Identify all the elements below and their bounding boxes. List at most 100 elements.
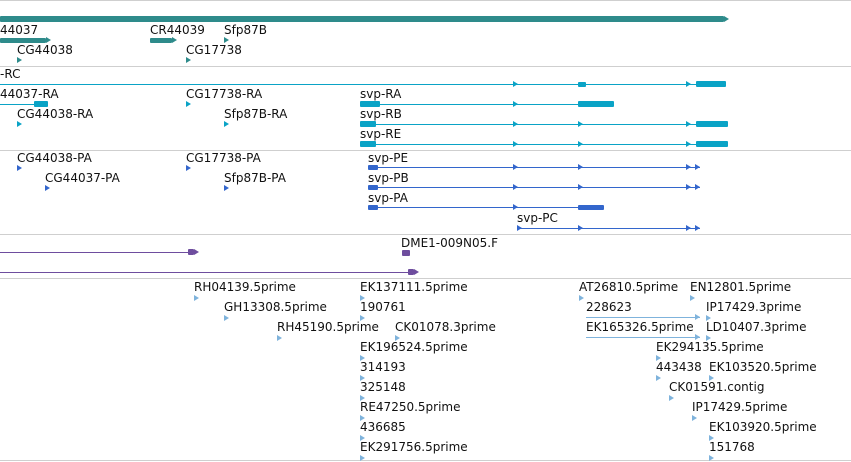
protein-arrow[interactable]: [45, 185, 50, 191]
protein-line[interactable]: [368, 207, 604, 208]
protein-label[interactable]: CG17738-PA: [186, 151, 261, 165]
transcript-label[interactable]: 44037-RA: [0, 87, 59, 101]
protein-label[interactable]: svp-PC: [517, 211, 558, 225]
est-label[interactable]: EN12801.5prime: [690, 280, 792, 294]
est-label[interactable]: 443438: [656, 360, 702, 374]
protein-arrow[interactable]: [17, 165, 22, 171]
est-arrow[interactable]: [395, 335, 400, 341]
est-label[interactable]: IP17429.5prime: [692, 400, 788, 414]
protein-line[interactable]: [368, 187, 700, 188]
est-label[interactable]: 228623: [586, 300, 632, 314]
exon-arrow[interactable]: [186, 101, 191, 107]
exon-arrow[interactable]: [17, 121, 22, 127]
transcript-line[interactable]: [0, 104, 48, 105]
transcript-line[interactable]: [360, 124, 728, 125]
gene-label[interactable]: CG44038: [17, 43, 73, 57]
transcript-label[interactable]: svp-RE: [360, 127, 402, 141]
exon-bar: [34, 101, 48, 107]
protein-label[interactable]: svp-PE: [368, 151, 409, 165]
est-arrow[interactable]: [194, 295, 199, 301]
protein-label[interactable]: CG44037-PA: [45, 171, 120, 185]
est-label[interactable]: RH45190.5prime: [277, 320, 379, 334]
est-line[interactable]: [586, 317, 700, 318]
gene-label[interactable]: CG17738: [186, 43, 242, 57]
transcript-line[interactable]: [0, 84, 726, 85]
gene-feature-bar[interactable]: [150, 38, 172, 43]
est-arrow[interactable]: [224, 315, 229, 321]
protein-label[interactable]: svp-PA: [368, 191, 408, 205]
transcript-label[interactable]: CG17738-RA: [186, 87, 263, 101]
est-arrow[interactable]: [669, 395, 674, 401]
protein-line[interactable]: [368, 167, 700, 168]
est-label[interactable]: EK165326.5prime: [586, 320, 694, 334]
est-arrow[interactable]: [656, 355, 661, 361]
est-arrow[interactable]: [706, 335, 711, 341]
est-label[interactable]: 190761: [360, 300, 406, 314]
gene-feature-arrow[interactable]: [17, 57, 22, 63]
transcript-label[interactable]: CG44038-RA: [17, 107, 94, 121]
protein-label[interactable]: CG44038-PA: [17, 151, 92, 165]
est-arrow[interactable]: [706, 315, 711, 321]
est-label[interactable]: 325148: [360, 380, 406, 394]
est-arrow[interactable]: [360, 375, 365, 381]
protein-arrow[interactable]: [224, 185, 229, 191]
transcript-label[interactable]: Sfp87B-RA: [224, 107, 288, 121]
gene-feature-arrow[interactable]: [186, 57, 191, 63]
est-arrow[interactable]: [709, 375, 714, 381]
est-label[interactable]: EK103920.5prime: [709, 420, 817, 434]
est-arrow[interactable]: [709, 435, 714, 441]
est-label[interactable]: LD10407.3prime: [706, 320, 807, 334]
match-line[interactable]: [0, 272, 412, 273]
est-label[interactable]: 436685: [360, 420, 406, 434]
est-arrow[interactable]: [690, 295, 695, 301]
est-label[interactable]: AT26810.5prime: [579, 280, 679, 294]
est-arrow[interactable]: [360, 455, 365, 461]
transcript-label[interactable]: -RC: [0, 67, 21, 81]
match-label[interactable]: DME1-009N05.F: [401, 236, 499, 250]
est-arrow[interactable]: [360, 315, 365, 321]
match-line[interactable]: [0, 252, 194, 253]
gene-label[interactable]: Sfp87B: [224, 23, 267, 37]
est-label[interactable]: CK01591.contig: [669, 380, 765, 394]
est-label[interactable]: RE47250.5prime: [360, 400, 461, 414]
est-arrow[interactable]: [360, 295, 365, 301]
est-label[interactable]: CK01078.3prime: [395, 320, 496, 334]
est-label[interactable]: RH04139.5prime: [194, 280, 296, 294]
est-label[interactable]: GH13308.5prime: [224, 300, 327, 314]
protein-label[interactable]: Sfp87B-PA: [224, 171, 286, 185]
est-arrow[interactable]: [360, 355, 365, 361]
protein-arrow: [695, 164, 700, 170]
est-arrow[interactable]: [656, 375, 661, 381]
est-arrow[interactable]: [360, 435, 365, 441]
protein-line[interactable]: [517, 228, 700, 229]
est-label[interactable]: EK103520.5prime: [709, 360, 817, 374]
est-arrow[interactable]: [360, 395, 365, 401]
exon-arrow[interactable]: [224, 121, 229, 127]
est-label[interactable]: EK137111.5prime: [360, 280, 468, 294]
transcript-label[interactable]: svp-RB: [360, 107, 402, 121]
gene-label[interactable]: CR44039: [150, 23, 205, 37]
est-label[interactable]: EK291756.5prime: [360, 440, 468, 454]
est-arrow[interactable]: [277, 335, 282, 341]
est-label[interactable]: 314193: [360, 360, 406, 374]
est-label[interactable]: IP17429.3prime: [706, 300, 802, 314]
est-arrow[interactable]: [692, 415, 697, 421]
protein-arrow[interactable]: [186, 165, 191, 171]
exon-arrow: [686, 81, 691, 87]
transcript-line[interactable]: [360, 144, 728, 145]
transcript-line[interactable]: [360, 104, 614, 105]
est-arrow[interactable]: [579, 295, 584, 301]
transcript-label[interactable]: svp-RA: [360, 87, 402, 101]
track-separator: [0, 150, 851, 151]
est-label[interactable]: EK294135.5prime: [656, 340, 764, 354]
gene-span-bar[interactable]: [0, 16, 724, 22]
est-label[interactable]: EK196524.5prime: [360, 340, 468, 354]
gene-feature-bar[interactable]: [0, 38, 46, 43]
gene-label[interactable]: 44037: [0, 23, 39, 37]
gene-feature-arrow[interactable]: [224, 37, 229, 43]
protein-label[interactable]: svp-PB: [368, 171, 409, 185]
est-arrow[interactable]: [709, 455, 714, 461]
est-line[interactable]: [586, 337, 700, 338]
est-label[interactable]: 151768: [709, 440, 755, 454]
est-arrow[interactable]: [360, 415, 365, 421]
